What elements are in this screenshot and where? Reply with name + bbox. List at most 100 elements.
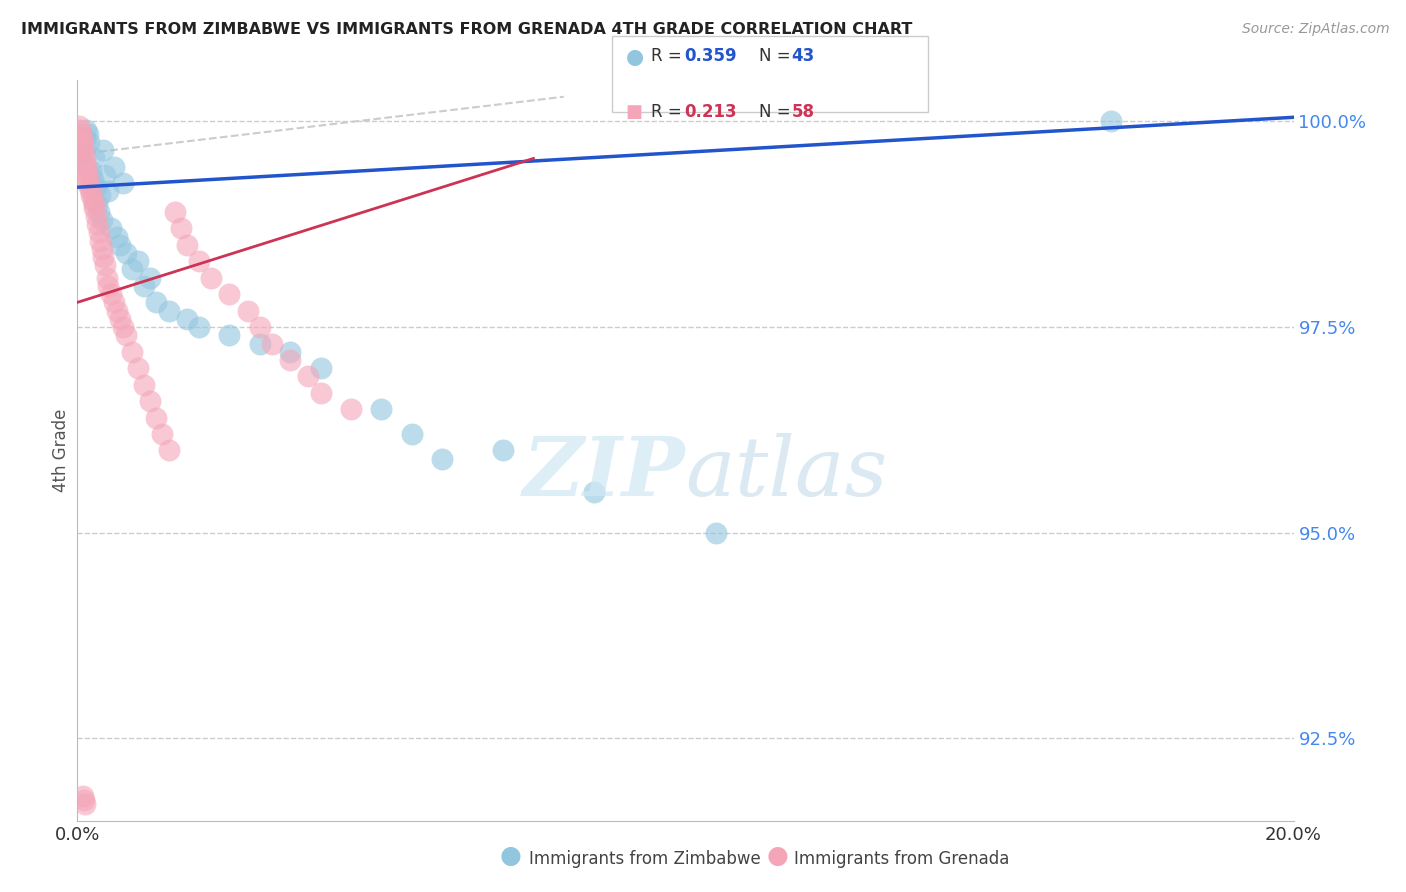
Point	[103, 160, 125, 174]
Point	[139, 394, 162, 409]
Text: atlas: atlas	[686, 433, 887, 513]
Text: ZIP: ZIP	[523, 433, 686, 513]
Point	[100, 221, 122, 235]
Point	[75, 155, 97, 169]
Point	[249, 336, 271, 351]
Point	[309, 361, 332, 376]
Point	[84, 180, 107, 194]
Point	[72, 143, 94, 157]
Point	[170, 221, 193, 235]
Point	[76, 168, 98, 182]
Text: 58: 58	[792, 103, 814, 120]
Text: R =: R =	[651, 103, 688, 120]
Point	[121, 344, 143, 359]
Point	[145, 295, 167, 310]
Point	[73, 152, 96, 166]
Point	[134, 377, 156, 392]
Y-axis label: 4th Grade: 4th Grade	[52, 409, 70, 492]
Text: Immigrants from Grenada: Immigrants from Grenada	[794, 850, 1010, 868]
Point	[583, 484, 606, 499]
Point	[188, 320, 211, 334]
Point	[134, 279, 156, 293]
Text: N =: N =	[759, 47, 796, 65]
Point	[163, 205, 186, 219]
Point	[340, 402, 363, 417]
Point	[72, 789, 94, 803]
Point	[278, 353, 301, 368]
Point	[97, 184, 120, 198]
Point	[278, 344, 301, 359]
Point	[90, 213, 112, 227]
Point	[108, 311, 131, 326]
Point	[430, 451, 453, 466]
Point	[249, 320, 271, 334]
Point	[218, 287, 240, 301]
Text: Immigrants from Zimbabwe: Immigrants from Zimbabwe	[529, 850, 761, 868]
Point	[87, 205, 110, 219]
Point	[80, 188, 103, 202]
Text: ●: ●	[499, 844, 522, 868]
Point	[93, 258, 115, 272]
Point	[69, 122, 91, 136]
Text: 0.213: 0.213	[685, 103, 737, 120]
Text: R =: R =	[651, 47, 688, 65]
Point	[82, 193, 104, 207]
Point	[70, 139, 93, 153]
Point	[73, 131, 96, 145]
Point	[139, 270, 162, 285]
Text: ●: ●	[626, 47, 644, 67]
Point	[93, 168, 115, 182]
Point	[89, 188, 111, 202]
Point	[80, 163, 103, 178]
Point	[176, 311, 198, 326]
Point	[492, 443, 515, 458]
Point	[236, 303, 259, 318]
Point	[77, 127, 100, 141]
Point	[157, 443, 180, 458]
Point	[145, 410, 167, 425]
Point	[1099, 114, 1122, 128]
Point	[72, 139, 94, 153]
Point	[75, 163, 97, 178]
Point	[188, 254, 211, 268]
Point	[260, 336, 283, 351]
Point	[84, 209, 107, 223]
Point	[76, 172, 98, 186]
Text: 43: 43	[792, 47, 815, 65]
Point	[86, 196, 108, 211]
Point	[111, 320, 134, 334]
Point	[103, 295, 125, 310]
Point	[105, 229, 128, 244]
Point	[70, 135, 93, 149]
Point	[80, 184, 103, 198]
Point	[79, 135, 101, 149]
Point	[200, 270, 222, 285]
Point	[105, 303, 128, 318]
Point	[152, 427, 174, 442]
Point	[96, 270, 118, 285]
Point	[115, 246, 138, 260]
Point	[108, 237, 131, 252]
Point	[97, 279, 120, 293]
Point	[75, 160, 97, 174]
Point	[100, 287, 122, 301]
Text: IMMIGRANTS FROM ZIMBABWE VS IMMIGRANTS FROM GRENADA 4TH GRADE CORRELATION CHART: IMMIGRANTS FROM ZIMBABWE VS IMMIGRANTS F…	[21, 22, 912, 37]
Point	[89, 234, 111, 248]
Point	[90, 242, 112, 256]
Point	[87, 226, 110, 240]
Point	[176, 237, 198, 252]
Text: ■: ■	[626, 103, 643, 120]
Point	[297, 369, 319, 384]
Point	[83, 152, 105, 166]
Point	[401, 427, 423, 442]
Text: N =: N =	[759, 103, 796, 120]
Point	[83, 201, 105, 215]
Point	[127, 361, 149, 376]
Point	[72, 155, 94, 169]
Text: ●: ●	[766, 844, 789, 868]
Point	[75, 122, 97, 136]
Point	[70, 131, 93, 145]
Point	[82, 172, 104, 186]
Point	[91, 143, 114, 157]
Point	[79, 180, 101, 194]
